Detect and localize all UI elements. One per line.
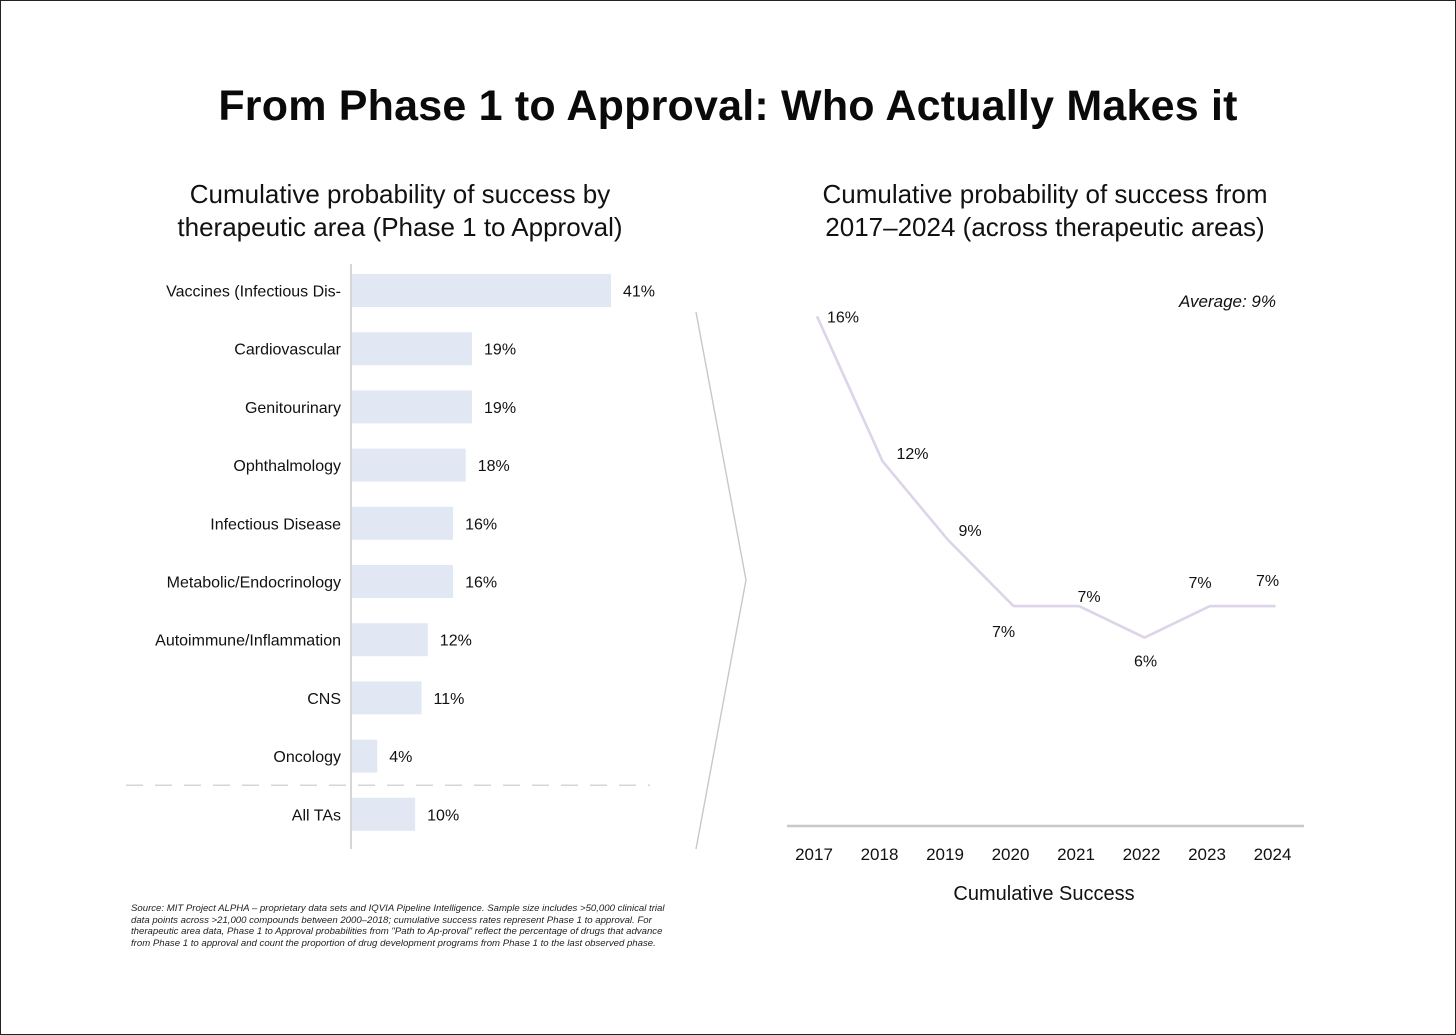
bar-chart-title: Cumulative probability of success by the…	[177, 179, 623, 242]
x-tick-label: 2018	[861, 845, 899, 864]
point-value-label: 7%	[1188, 575, 1211, 592]
bar-value-label: 11%	[433, 691, 464, 708]
point-value-label: 9%	[958, 523, 981, 540]
bar	[352, 448, 466, 482]
bar	[352, 506, 454, 540]
x-axis-label: Cumulative Success	[953, 883, 1134, 905]
bar-value-label: 12%	[440, 633, 472, 650]
bar	[352, 797, 416, 831]
category-label: Ophthalmology	[233, 458, 341, 475]
line-chart-title: Cumulative probability of success from 2…	[822, 179, 1268, 242]
bar	[352, 332, 473, 366]
x-tick-label: 2020	[992, 845, 1030, 864]
bar-value-label: 10%	[427, 807, 459, 824]
category-label: Autoimmune/Inflammation	[155, 633, 341, 650]
success-line	[815, 315, 1276, 639]
category-label: Oncology	[273, 749, 341, 766]
bar-value-label: 18%	[478, 458, 510, 475]
point-value-label: 7%	[1077, 589, 1100, 606]
bar-value-label: 4%	[389, 749, 412, 766]
bar	[352, 390, 473, 424]
x-tick-label: 2019	[926, 845, 964, 864]
category-label: Vaccines (Infectious Dis-	[166, 284, 341, 301]
category-label: All TAs	[292, 807, 341, 824]
point-value-label: 7%	[992, 624, 1015, 641]
main-title: From Phase 1 to Approval: Who Actually M…	[218, 82, 1238, 130]
category-label: Cardiovascular	[234, 342, 341, 359]
x-tick-label: 2017	[795, 845, 833, 864]
average-annotation: Average: 9%	[1178, 292, 1276, 311]
bar-value-label: 19%	[484, 342, 516, 359]
bar	[352, 681, 422, 715]
category-label: Metabolic/Endocrinology	[167, 575, 341, 592]
bar-value-label: 16%	[465, 516, 497, 533]
point-value-label: 12%	[896, 446, 928, 463]
x-tick-label: 2024	[1254, 845, 1292, 864]
category-label: Genitourinary	[245, 400, 341, 417]
point-value-label: 16%	[827, 309, 859, 326]
category-label: CNS	[307, 691, 341, 708]
bar	[352, 739, 378, 773]
bar	[352, 274, 611, 307]
bar-value-label: 16%	[465, 575, 497, 592]
point-value-label: 6%	[1134, 654, 1157, 671]
x-tick-label: 2023	[1188, 845, 1226, 864]
bar-value-label: 19%	[484, 400, 516, 417]
category-label: Infectious Disease	[210, 516, 341, 533]
bar-value-label: 41%	[623, 284, 655, 301]
bar	[352, 565, 454, 598]
point-value-label: 7%	[1256, 573, 1279, 590]
bar	[352, 623, 428, 657]
source-footnote: Source: MIT Project ALPHA – proprietary …	[131, 903, 665, 949]
x-tick-label: 2021	[1057, 845, 1095, 864]
x-tick-label: 2022	[1123, 845, 1161, 864]
